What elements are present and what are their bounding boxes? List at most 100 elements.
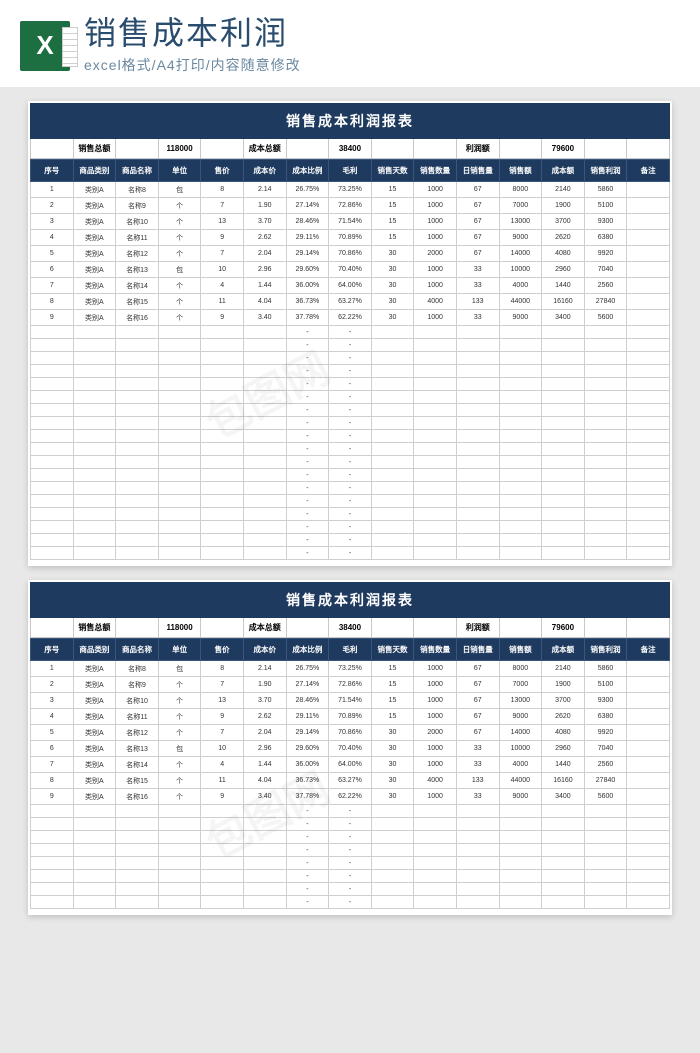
table-cell [201,391,244,404]
table-cell: 67 [456,725,499,741]
table-cell: 29.14% [286,725,329,741]
table-cell: 1000 [414,757,457,773]
table-cell: 9920 [584,246,627,262]
table-cell: 14000 [499,725,542,741]
table-row: 8类别A名称15个114.0436.73%63.27%3040001334400… [31,773,670,789]
table-cell [371,495,414,508]
table-cell [499,521,542,534]
table-cell [201,339,244,352]
table-cell [542,417,585,430]
table-cell [158,391,201,404]
table-cell: 67 [456,198,499,214]
table-cell [456,456,499,469]
table-cell [542,352,585,365]
table-cell [414,365,457,378]
table-cell: 9300 [584,214,627,230]
table-cell [542,430,585,443]
column-header: 毛利 [329,160,372,182]
table-cell [116,443,159,456]
table-cell: 3700 [542,214,585,230]
column-header: 成本比例 [286,160,329,182]
column-header: 售价 [201,160,244,182]
table-cell [542,857,585,870]
table-row-empty: -- [31,547,670,560]
table-cell [456,870,499,883]
table-row-empty: -- [31,404,670,417]
table-cell [31,469,74,482]
table-cell [627,677,670,693]
table-cell: 9000 [499,789,542,805]
table-cell [158,339,201,352]
table-cell: - [286,870,329,883]
table-cell: 类别A [73,677,116,693]
table-cell: 9920 [584,725,627,741]
table-row-empty: -- [31,534,670,547]
table-cell [627,844,670,857]
table-cell [243,443,286,456]
summary-blank [627,139,669,159]
table-cell: 2.96 [243,262,286,278]
table-cell [584,443,627,456]
table-cell: 13 [201,214,244,230]
table-cell: 5 [31,725,74,741]
summary-label: 利润额 [457,139,500,159]
table-cell: 4.04 [243,773,286,789]
table-cell [456,818,499,831]
table-cell [31,870,74,883]
table-row-empty: -- [31,417,670,430]
table-cell: 4080 [542,246,585,262]
table-cell [73,534,116,547]
table-cell: 30 [371,294,414,310]
table-cell: 7 [31,757,74,773]
table-cell: 4000 [499,278,542,294]
table-cell [584,430,627,443]
table-cell: - [329,456,372,469]
table-cell: 67 [456,661,499,677]
table-cell [201,534,244,547]
table-cell: 名称15 [116,773,159,789]
table-cell [542,831,585,844]
table-cell [499,430,542,443]
table-cell: 67 [456,677,499,693]
table-cell [31,378,74,391]
table-cell: 10000 [499,741,542,757]
table-row: 6类别A名称13包102.9629.60%70.40%3010003310000… [31,262,670,278]
table-row-empty: -- [31,818,670,831]
table-cell: 2140 [542,182,585,198]
table-cell: 73.25% [329,182,372,198]
table-cell: 36.00% [286,278,329,294]
table-row: 7类别A名称14个41.4436.00%64.00%30100033400014… [31,757,670,773]
table-cell [73,443,116,456]
data-table: 序号商品类别商品名称单位售价成本价成本比例毛利销售天数销售数量日销售量销售额成本… [30,638,670,909]
table-cell [542,818,585,831]
table-cell: 名称10 [116,214,159,230]
table-cell [414,521,457,534]
table-cell: 62.22% [329,789,372,805]
table-cell [627,805,670,818]
table-cell: 2620 [542,230,585,246]
table-cell [542,404,585,417]
table-cell: 2960 [542,262,585,278]
table-cell [116,430,159,443]
table-cell [31,326,74,339]
table-cell: 2000 [414,246,457,262]
table-cell [116,831,159,844]
table-cell [584,378,627,391]
table-cell [116,404,159,417]
table-cell: 类别A [73,741,116,757]
template-banner: 销售成本利润 excel格式/A4打印/内容随意修改 [0,0,700,87]
table-cell: 63.27% [329,773,372,789]
table-row-empty: -- [31,844,670,857]
table-cell [73,469,116,482]
table-cell: 2560 [584,278,627,294]
table-cell: - [329,857,372,870]
table-cell [499,857,542,870]
table-cell: - [286,365,329,378]
table-cell [414,844,457,857]
table-cell: 9 [31,310,74,326]
table-cell: 30 [371,262,414,278]
table-row: 9类别A名称16个93.4037.78%62.22%30100033900034… [31,310,670,326]
table-cell: 6380 [584,709,627,725]
table-cell [201,430,244,443]
banner-subtitle: excel格式/A4打印/内容随意修改 [84,55,680,75]
